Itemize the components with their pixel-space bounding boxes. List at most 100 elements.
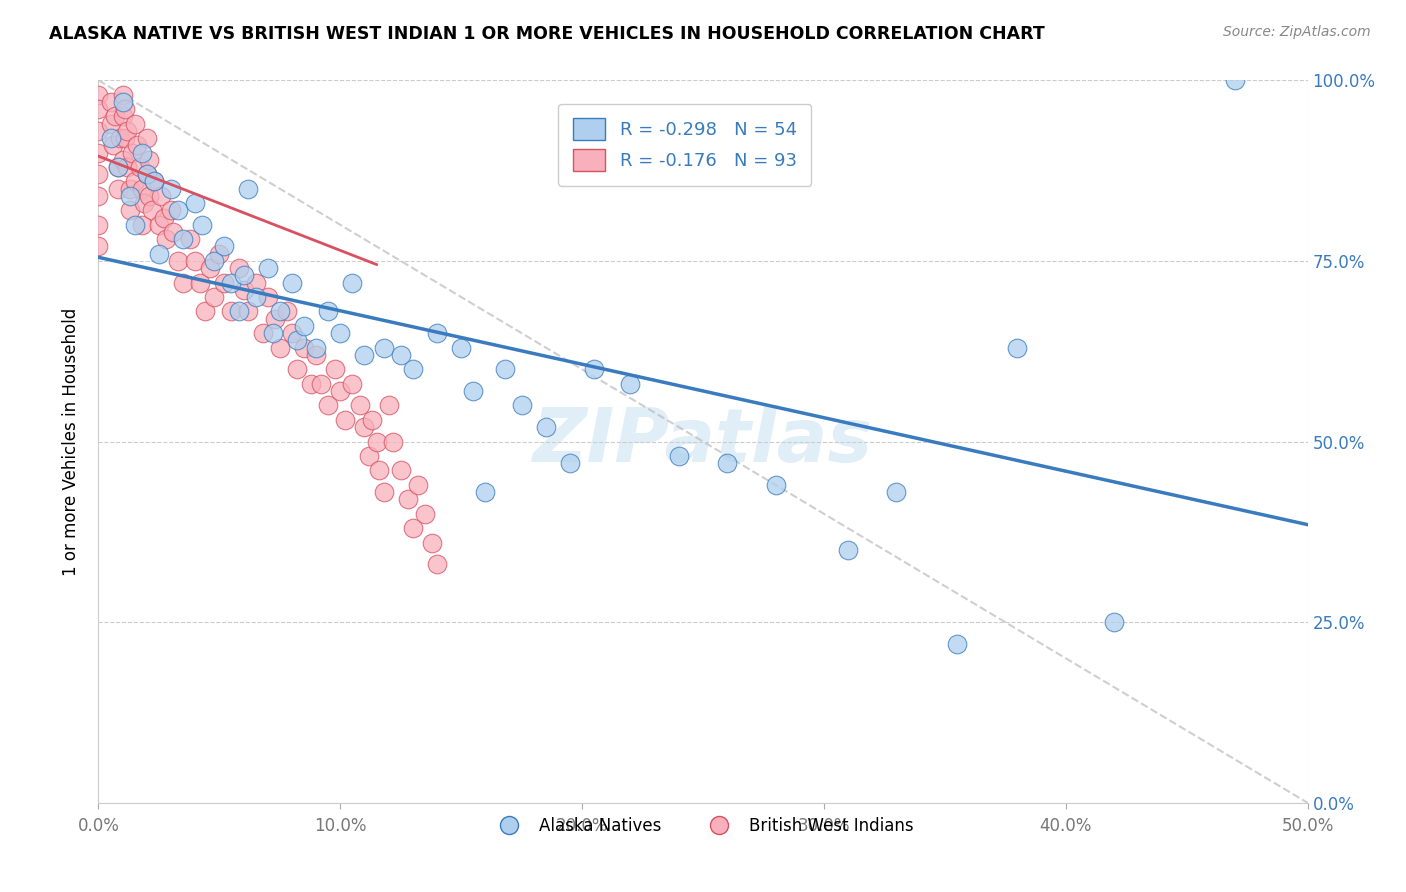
Point bbox=[138, 153, 160, 167]
Point bbox=[135, 167, 157, 181]
Point bbox=[534, 420, 557, 434]
Point bbox=[87, 87, 110, 102]
Point bbox=[172, 232, 194, 246]
Point bbox=[402, 362, 425, 376]
Point bbox=[252, 326, 274, 340]
Point bbox=[107, 182, 129, 196]
Point bbox=[1102, 615, 1125, 630]
Point bbox=[837, 542, 859, 557]
Point bbox=[316, 398, 339, 412]
Point bbox=[194, 304, 217, 318]
Point bbox=[100, 95, 122, 109]
Point bbox=[256, 290, 278, 304]
Point bbox=[946, 637, 969, 651]
Point bbox=[716, 456, 738, 470]
Point bbox=[342, 376, 364, 391]
Point bbox=[325, 362, 347, 376]
Point bbox=[108, 131, 131, 145]
Point bbox=[510, 398, 533, 412]
Point bbox=[232, 268, 254, 283]
Point bbox=[134, 196, 156, 211]
Point bbox=[135, 131, 157, 145]
Point bbox=[285, 334, 308, 348]
Point bbox=[262, 326, 284, 340]
Point bbox=[114, 102, 136, 116]
Point bbox=[167, 203, 190, 218]
Point bbox=[264, 311, 287, 326]
Point bbox=[107, 160, 129, 174]
Point bbox=[583, 362, 606, 376]
Point bbox=[111, 87, 134, 102]
Point bbox=[406, 478, 429, 492]
Point bbox=[143, 174, 166, 188]
Point bbox=[366, 434, 388, 449]
Point bbox=[1223, 73, 1246, 87]
Point bbox=[245, 290, 267, 304]
Point bbox=[148, 218, 170, 232]
Point bbox=[143, 174, 166, 188]
Point bbox=[87, 218, 110, 232]
Point bbox=[172, 276, 194, 290]
Point bbox=[1007, 341, 1029, 355]
Point bbox=[886, 485, 908, 500]
Legend: Alaska Natives, British West Indians: Alaska Natives, British West Indians bbox=[485, 810, 921, 841]
Point bbox=[450, 341, 472, 355]
Point bbox=[558, 456, 581, 470]
Point bbox=[349, 398, 371, 412]
Point bbox=[305, 348, 328, 362]
Point bbox=[292, 318, 315, 333]
Point bbox=[368, 463, 391, 477]
Point bbox=[204, 253, 226, 268]
Point bbox=[389, 463, 412, 477]
Point bbox=[179, 232, 201, 246]
Point bbox=[124, 218, 146, 232]
Point bbox=[389, 348, 412, 362]
Point bbox=[117, 124, 139, 138]
Point bbox=[373, 485, 395, 500]
Point bbox=[191, 218, 214, 232]
Point bbox=[160, 182, 183, 196]
Text: ALASKA NATIVE VS BRITISH WEST INDIAN 1 OR MORE VEHICLES IN HOUSEHOLD CORRELATION: ALASKA NATIVE VS BRITISH WEST INDIAN 1 O… bbox=[49, 25, 1045, 43]
Point bbox=[135, 167, 157, 181]
Point bbox=[413, 507, 436, 521]
Point bbox=[87, 167, 110, 181]
Point bbox=[228, 304, 250, 318]
Point bbox=[87, 102, 110, 116]
Point bbox=[104, 110, 127, 124]
Point bbox=[373, 341, 395, 355]
Point bbox=[101, 138, 124, 153]
Point bbox=[131, 218, 153, 232]
Point bbox=[152, 211, 174, 225]
Point bbox=[396, 492, 419, 507]
Point bbox=[668, 449, 690, 463]
Point bbox=[353, 420, 375, 434]
Point bbox=[221, 276, 243, 290]
Point bbox=[124, 117, 146, 131]
Point bbox=[155, 232, 177, 246]
Point bbox=[276, 304, 298, 318]
Point bbox=[359, 449, 381, 463]
Point bbox=[138, 189, 160, 203]
Y-axis label: 1 or more Vehicles in Household: 1 or more Vehicles in Household bbox=[62, 308, 80, 575]
Point bbox=[87, 124, 110, 138]
Point bbox=[111, 110, 134, 124]
Point bbox=[221, 304, 243, 318]
Point bbox=[269, 341, 291, 355]
Point bbox=[100, 117, 122, 131]
Point bbox=[256, 261, 278, 276]
Point bbox=[198, 261, 221, 276]
Point bbox=[111, 153, 134, 167]
Point bbox=[765, 478, 787, 492]
Point bbox=[212, 239, 235, 253]
Point bbox=[238, 182, 260, 196]
Point bbox=[420, 535, 443, 549]
Point bbox=[131, 182, 153, 196]
Point bbox=[100, 131, 122, 145]
Point bbox=[184, 253, 207, 268]
Point bbox=[305, 341, 328, 355]
Point bbox=[111, 95, 134, 109]
Point bbox=[232, 283, 254, 297]
Point bbox=[160, 203, 183, 218]
Point bbox=[204, 290, 226, 304]
Point bbox=[474, 485, 496, 500]
